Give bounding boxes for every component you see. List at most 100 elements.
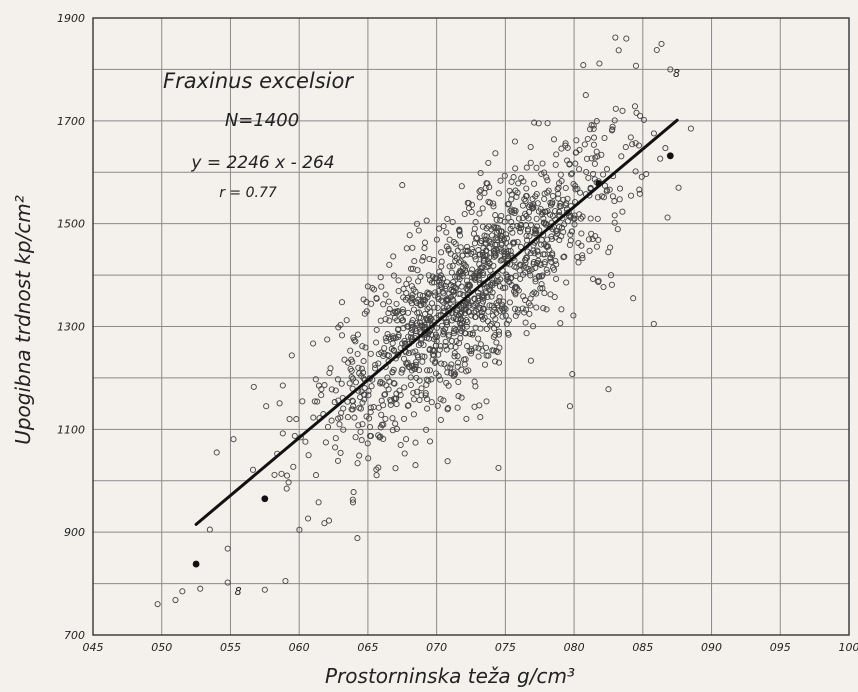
data-point [468,246,475,253]
data-point [477,169,484,177]
data-point [470,248,477,256]
data-point [438,284,445,291]
data-point [552,161,559,168]
data-point [355,422,362,429]
data-point [360,296,367,303]
data-point [485,159,492,166]
data-point [562,184,569,192]
data-point [405,309,412,316]
data-point [401,450,408,457]
y-tick-label: 900 [64,526,85,539]
data-point [455,359,462,366]
data-point [566,161,573,168]
data-point [550,136,558,143]
data-point [540,251,547,258]
data-point [384,352,391,359]
data-point [589,275,597,283]
data-point [426,438,434,445]
data-point [543,242,550,250]
data-point [354,331,361,338]
y-tick-label: 700 [64,629,85,642]
data-point [616,185,624,192]
data-point [502,312,509,319]
data-point [557,171,564,178]
outlier-point [687,125,694,132]
data-point [492,331,499,339]
outlier-point [282,577,289,585]
data-point [415,309,422,316]
data-point [476,188,483,195]
data-point [424,367,431,374]
data-point [356,404,363,411]
data-point [522,256,529,263]
data-point [392,334,399,342]
data-point [549,250,556,257]
data-point [447,343,455,350]
data-point [562,142,569,149]
outlier-point [263,403,270,410]
data-point [588,155,595,162]
outlier-point [650,320,657,327]
data-point [475,335,482,342]
data-point [398,315,405,322]
data-point [590,134,598,141]
data-point [532,264,539,271]
data-point [397,391,404,399]
data-point [397,441,404,449]
x-axis-title: Prostorninska teža g/cm³ [325,664,575,688]
data-point [650,130,657,137]
data-point [489,289,496,296]
data-point [532,227,539,234]
data-point [452,344,459,351]
data-point [417,273,424,280]
data-point [596,60,603,67]
data-point [458,366,465,373]
data-point [399,306,406,313]
data-point [611,117,618,124]
data-point [511,207,518,214]
data-point [382,391,389,398]
data-points: 88 [154,34,694,608]
data-point [406,232,413,239]
data-point [615,47,622,54]
x-tick-label: 085 [632,641,653,654]
data-point [332,435,339,442]
data-point [515,180,522,187]
data-point [553,261,560,268]
data-point [283,472,291,479]
data-point [373,466,380,473]
data-point [490,203,497,210]
data-point [472,256,479,263]
data-point [608,127,616,134]
data-point [386,261,393,268]
data-point [591,160,598,167]
outlier-point [206,526,213,533]
data-point [423,381,430,388]
data-point [587,126,594,133]
data-point [526,233,533,240]
data-point [407,381,414,389]
data-point [568,228,575,235]
data-point [349,375,357,382]
data-point [505,200,512,207]
data-point [534,248,541,255]
data-point [367,404,374,411]
data-point [527,357,534,364]
outlier-point [197,585,204,592]
data-point [539,209,546,216]
x-tick-label: 045 [83,641,104,654]
data-point [519,215,526,222]
data-point [551,293,558,301]
data-point [387,398,395,405]
data-point [382,316,389,323]
data-point [484,283,491,290]
data-point [492,358,499,365]
data-point [533,164,540,171]
data-point [296,526,303,533]
data-point [338,380,345,387]
data-point [420,254,427,261]
data-point [572,186,579,193]
data-point [491,325,498,332]
data-point [514,222,521,230]
